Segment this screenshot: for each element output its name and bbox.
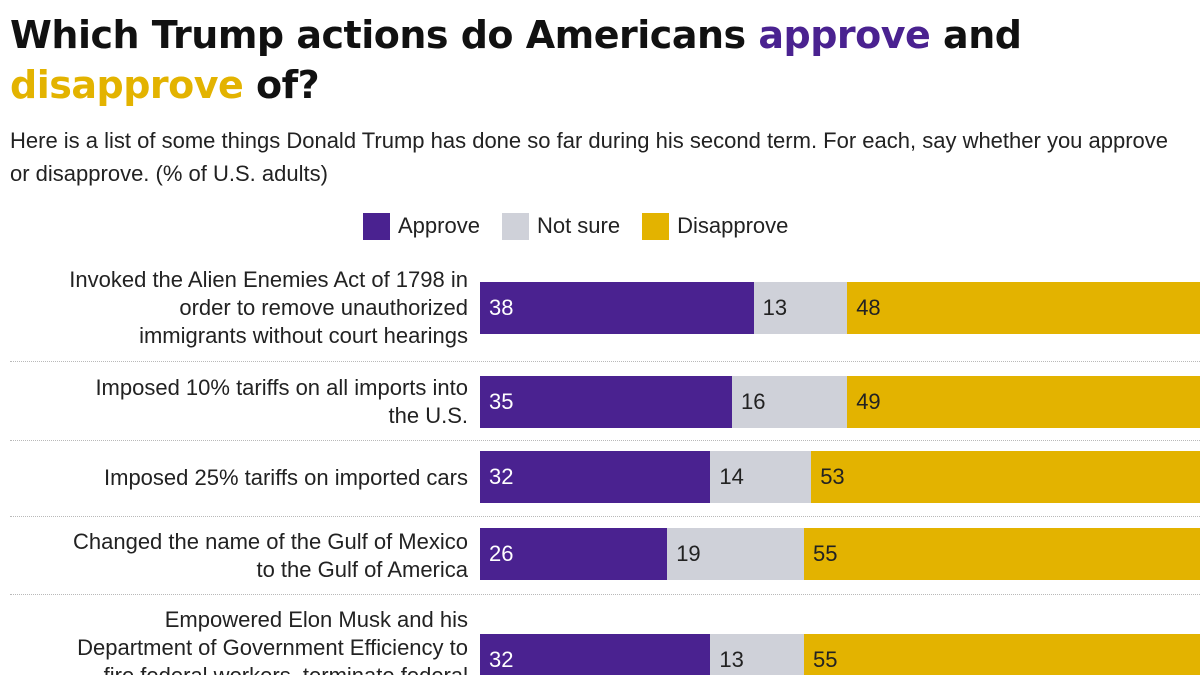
category-label: Empowered Elon Musk and his Department of… [0, 606, 468, 675]
bar-segment-disapprove [804, 634, 1200, 675]
row-divider [10, 361, 1200, 362]
category-label: Imposed 25% tariffs on imported cars [0, 464, 468, 492]
bar-segment-disapprove [811, 451, 1200, 503]
title-part2: and [930, 13, 1022, 57]
data-label: 53 [820, 464, 845, 489]
category-label: Invoked the Alien Enemies Act of 1798 in… [0, 266, 468, 350]
legend-item-approve: Approve [363, 212, 480, 240]
category-label-line: Invoked the Alien Enemies Act of 1798 in [69, 267, 468, 292]
bar-segment-not-sure [667, 528, 804, 580]
bar-segment-not-sure [753, 282, 848, 334]
bar-segment-disapprove [847, 376, 1200, 428]
legend: Approve Not sure Disapprove [363, 212, 810, 240]
title-part3: of? [243, 63, 320, 107]
bar-segment-approve [480, 282, 754, 334]
category-label-line: Imposed 25% tariffs on imported cars [104, 465, 468, 490]
title-part1: Which Trump actions do Americans [10, 13, 759, 57]
category-label-line: Empowered Elon Musk and his [164, 607, 468, 632]
data-label: 38 [489, 295, 514, 320]
bar-segment-not-sure [710, 451, 812, 503]
bar-segment-approve [480, 451, 711, 503]
legend-label-approve: Approve [398, 213, 480, 238]
data-label: 19 [676, 541, 701, 566]
legend-label-not-sure: Not sure [536, 213, 621, 238]
category-label-line: order to remove unauthorized [179, 295, 468, 320]
bar-segment-approve [480, 634, 711, 675]
row-divider [10, 516, 1200, 517]
bar-segment-disapprove [847, 282, 1200, 334]
title-disapprove-word: disapprove [10, 63, 244, 107]
category-label-line: Imposed 10% tariffs on all imports into [95, 375, 468, 400]
category-label-line: Department of Government Efficiency to [77, 635, 468, 660]
row-divider [10, 594, 1200, 595]
title-approve-word: approve [758, 13, 931, 57]
chart-subtitle: Here is a list of some things Donald Tru… [10, 128, 1169, 186]
data-label: 55 [813, 541, 838, 566]
data-label: 35 [489, 389, 514, 414]
data-label: 13 [762, 295, 788, 320]
data-label: 26 [489, 541, 514, 566]
legend-label-disapprove: Disapprove [677, 213, 789, 238]
category-label-line: immigrants without court hearings [139, 323, 468, 348]
data-label: 14 [719, 464, 744, 489]
legend-item-not-sure: Not sure [501, 212, 621, 240]
category-label-line: to the Gulf of America [256, 557, 468, 582]
category-label: Imposed 10% tariffs on all imports into t… [0, 374, 468, 430]
row-divider [10, 440, 1200, 441]
data-label: 13 [719, 647, 744, 672]
legend-swatch-approve [363, 212, 390, 240]
data-label: 55 [813, 647, 838, 672]
legend-swatch-not-sure [501, 212, 529, 240]
chart-title: Which Trump actions do Americans approve… [10, 10, 1190, 110]
data-label: 48 [856, 295, 881, 320]
category-label-line: the U.S. [388, 403, 468, 428]
data-label: 16 [741, 389, 766, 414]
bar-segment-not-sure [710, 634, 804, 675]
bar-segment-approve [480, 376, 732, 428]
category-label-line: Changed the name of the Gulf of Mexico [72, 529, 468, 554]
category-label: Changed the name of the Gulf of Mexico to… [0, 528, 468, 584]
legend-item-disapprove: Disapprove [642, 212, 789, 240]
data-label: 32 [489, 647, 514, 672]
legend-swatch-disapprove [642, 212, 670, 240]
bar-segment-disapprove [804, 528, 1200, 580]
bar-segment-approve [480, 528, 668, 580]
bar-segment-not-sure [732, 376, 848, 428]
data-label: 32 [489, 464, 514, 489]
category-label-line: fire federal workers, terminate federal [0, 662, 468, 675]
data-label: 49 [856, 389, 881, 414]
